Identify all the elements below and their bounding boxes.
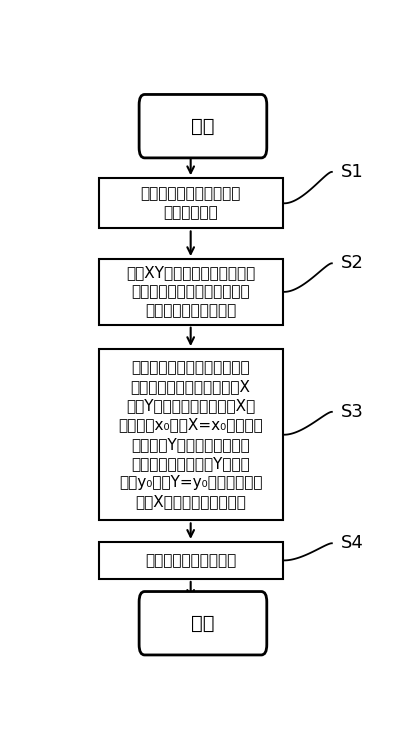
Text: 结束: 结束 <box>191 614 215 633</box>
FancyBboxPatch shape <box>99 349 283 520</box>
Text: 开始: 开始 <box>191 116 215 136</box>
FancyBboxPatch shape <box>99 259 283 325</box>
FancyBboxPatch shape <box>139 94 267 158</box>
FancyBboxPatch shape <box>99 542 283 579</box>
FancyBboxPatch shape <box>139 591 267 655</box>
Text: 根据芯片中心点坐标计算同行
或同列的中心点的平均坐标X
值和Y值，取相邻列的平均X值
的平均值x₀，将X=x₀直线作为
相邻列在Y轴方向上的切割轨
迹，取相邻行: 根据芯片中心点坐标计算同行 或同列的中心点的平均坐标X 值和Y值，取相邻列的平均… <box>118 360 263 510</box>
Text: S1: S1 <box>341 163 364 181</box>
Text: S3: S3 <box>341 403 364 421</box>
Text: 建立XY平面坐标系，根据芯片
的实际位置坐标，计算芯片中
心点在坐标系中的坐标: 建立XY平面坐标系，根据芯片 的实际位置坐标，计算芯片中 心点在坐标系中的坐标 <box>126 265 255 318</box>
Text: 按照切割轨迹进行切割: 按照切割轨迹进行切割 <box>145 553 236 568</box>
Text: S2: S2 <box>341 255 364 272</box>
Text: 开始通过扫描或拍照获取
芯片位置信息: 开始通过扫描或拍照获取 芯片位置信息 <box>141 186 241 220</box>
Text: S4: S4 <box>341 534 364 552</box>
FancyBboxPatch shape <box>99 178 283 229</box>
